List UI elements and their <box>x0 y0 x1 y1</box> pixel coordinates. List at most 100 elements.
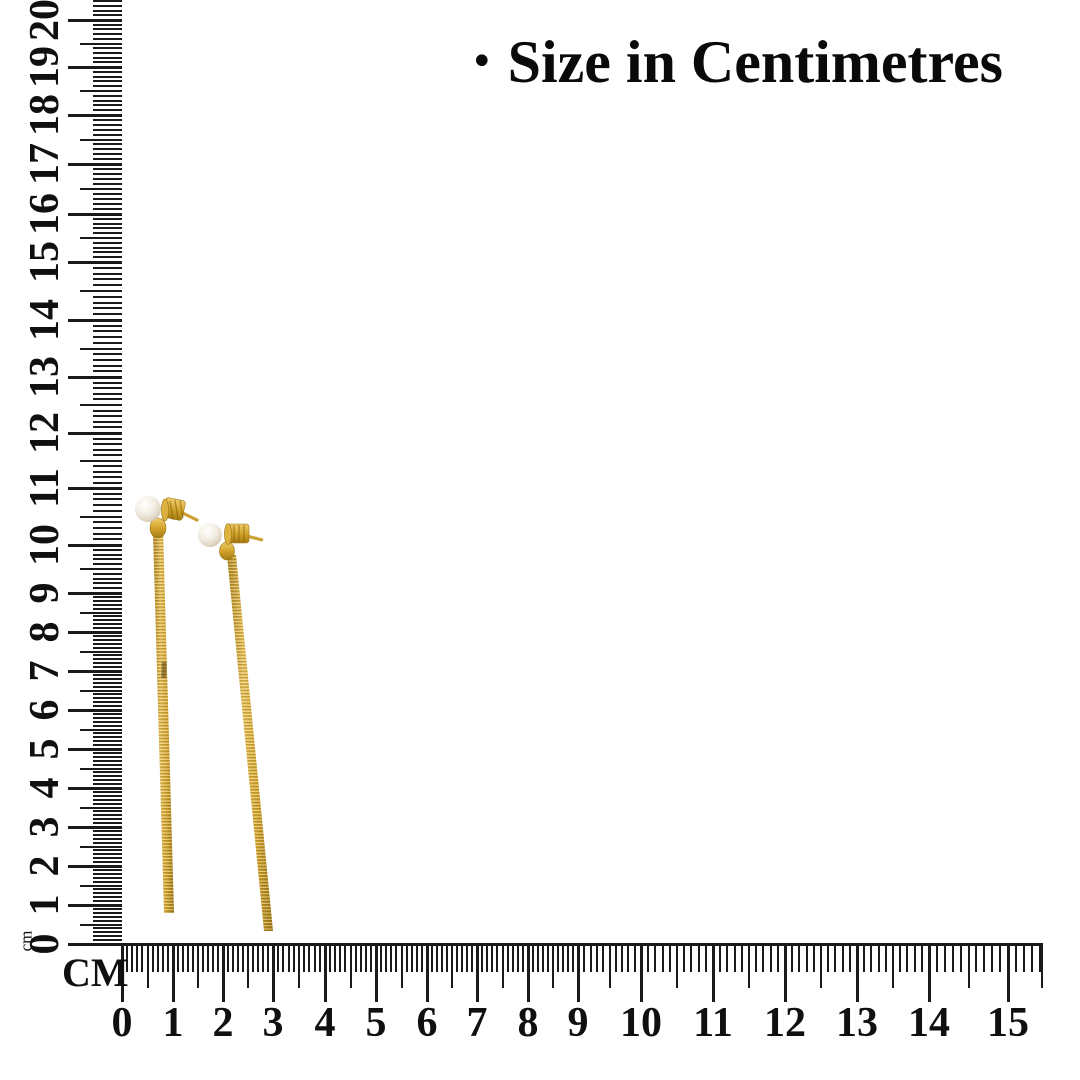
millimeter-tick <box>93 51 122 54</box>
half-centimeter-tick <box>967 944 970 988</box>
millimeter-tick <box>537 944 539 972</box>
millimeter-tick <box>359 944 362 972</box>
millimeter-tick <box>93 532 122 535</box>
millimeter-tick <box>192 944 194 972</box>
millimeter-tick <box>446 944 448 972</box>
millimeter-tick <box>1014 944 1017 972</box>
millimeter-tick <box>93 577 122 580</box>
millimeter-tick <box>93 448 122 451</box>
half-centimeter-tick <box>501 944 504 988</box>
millimeter-tick <box>562 944 564 972</box>
millimeter-tick <box>93 837 122 840</box>
millimeter-tick <box>93 623 122 626</box>
millimeter-tick <box>614 944 617 972</box>
millimeter-tick <box>798 944 801 972</box>
millimeter-tick <box>935 944 938 972</box>
millimeter-tick <box>951 944 954 972</box>
millimeter-tick <box>292 944 295 972</box>
centimeter-tick <box>68 708 122 712</box>
half-centimeter-tick <box>748 944 750 988</box>
half-centimeter-tick <box>80 611 122 614</box>
millimeter-tick <box>93 324 122 327</box>
millimeter-tick <box>93 454 122 456</box>
millimeter-tick <box>93 251 122 254</box>
ruler-end-tick <box>1041 944 1043 988</box>
millimeter-tick <box>303 944 306 972</box>
millimeter-tick <box>93 504 122 507</box>
horizontal-tick-label: 8 <box>517 1000 539 1046</box>
millimeter-tick <box>93 222 122 225</box>
horizontal-tick-label: 1 <box>162 1000 184 1046</box>
millimeter-tick <box>841 944 844 972</box>
millimeter-tick <box>93 336 122 339</box>
millimeter-tick <box>141 944 144 972</box>
millimeter-tick <box>93 295 122 298</box>
millimeter-tick <box>913 944 916 972</box>
millimeter-tick <box>93 582 122 585</box>
millimeter-tick <box>93 763 122 766</box>
millimeter-tick <box>441 944 443 972</box>
centimeter-tick <box>855 944 859 1002</box>
millimeter-tick <box>991 944 994 972</box>
millimeter-tick <box>93 481 122 484</box>
millimeter-tick <box>93 99 122 102</box>
millimeter-tick <box>395 944 398 972</box>
centimeter-tick <box>475 944 479 1002</box>
millimeter-tick <box>719 944 722 972</box>
centimeter-tick <box>68 825 122 829</box>
millimeter-tick <box>329 944 332 972</box>
millimeter-tick <box>93 387 122 390</box>
millimeter-tick <box>93 148 122 151</box>
ear-post-left <box>180 511 199 522</box>
millimeter-tick <box>93 143 122 146</box>
half-centimeter-tick <box>451 944 453 988</box>
millimeter-tick <box>93 724 122 727</box>
millimeter-tick <box>884 944 887 972</box>
half-centimeter-tick <box>80 290 122 292</box>
millimeter-tick <box>93 47 122 50</box>
centimeter-tick <box>425 944 429 1002</box>
horizontal-tick-label: 15 <box>987 1000 1029 1046</box>
millimeter-tick <box>93 892 122 895</box>
millimeter-tick <box>93 266 122 269</box>
millimeter-tick <box>385 944 388 972</box>
millimeter-tick <box>704 944 707 972</box>
millimeter-tick <box>93 470 122 473</box>
millimeter-tick <box>93 599 122 602</box>
millimeter-tick <box>812 944 815 972</box>
millimeter-tick <box>415 944 418 972</box>
millimeter-tick <box>93 818 122 821</box>
millimeter-tick <box>516 944 519 972</box>
millimeter-tick <box>93 673 122 676</box>
centimeter-tick <box>927 944 931 1002</box>
centimeter-tick <box>221 944 225 1002</box>
millimeter-tick <box>93 771 122 774</box>
millimeter-tick <box>93 498 122 501</box>
millimeter-tick <box>697 944 700 972</box>
millimeter-tick <box>456 944 458 972</box>
millimeter-tick <box>583 944 586 972</box>
millimeter-tick <box>542 944 544 972</box>
centimeter-tick <box>68 903 122 907</box>
millimeter-tick <box>93 538 122 541</box>
millimeter-tick <box>93 183 122 185</box>
millimeter-tick <box>262 944 264 972</box>
centimeter-tick <box>68 747 122 751</box>
millimeter-tick <box>93 705 122 708</box>
millimeter-tick <box>93 70 122 73</box>
millimeter-tick <box>461 944 463 972</box>
millimeter-tick <box>436 944 438 972</box>
millimeter-tick <box>93 4 122 7</box>
chain-bail-left <box>149 517 167 539</box>
millimeter-tick <box>93 415 122 418</box>
millimeter-tick <box>93 9 122 12</box>
millimeter-tick <box>93 697 122 700</box>
bullet-icon: • <box>470 39 494 85</box>
millimeter-tick <box>93 681 122 684</box>
millimeter-tick <box>93 313 122 316</box>
millimeter-tick <box>93 476 122 478</box>
millimeter-tick <box>93 888 122 891</box>
millimeter-tick <box>93 880 122 883</box>
millimeter-tick <box>93 61 122 64</box>
millimeter-tick <box>93 203 122 205</box>
